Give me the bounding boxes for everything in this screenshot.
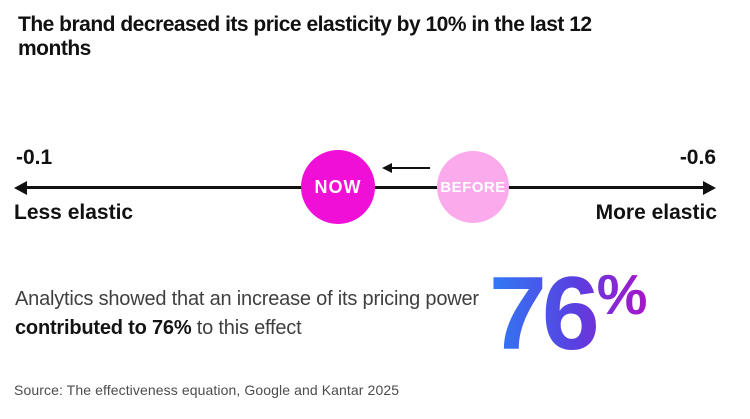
key-stat-number: 76 xyxy=(489,256,595,372)
key-stat-76-percent: 76% xyxy=(489,262,647,366)
axis-label-more-elastic: More elastic xyxy=(595,201,717,224)
body-paragraph: Analytics showed that an increase of its… xyxy=(15,285,535,343)
body-text-bold: contributed to 76% xyxy=(15,317,192,339)
axis-label-less-elastic: Less elastic xyxy=(14,201,134,224)
axis-arrow-left-icon xyxy=(14,180,27,195)
axis-value-right: -0.6 xyxy=(679,146,716,169)
marker-now: NOW xyxy=(301,150,375,224)
body-text-pre: Analytics showed that an increase of its… xyxy=(15,288,479,310)
shift-arrow-line xyxy=(391,167,430,169)
marker-before-label: BEFORE xyxy=(440,178,506,196)
key-stat-percent-sign: % xyxy=(596,263,648,327)
axis-arrow-right-icon xyxy=(703,180,716,195)
marker-now-label: NOW xyxy=(314,176,362,197)
page-title: The brand decreased its price elasticity… xyxy=(18,13,592,60)
axis-value-left: -0.1 xyxy=(16,146,53,169)
source-attribution: Source: The effectiveness equation, Goog… xyxy=(14,382,400,398)
marker-before: BEFORE xyxy=(437,151,509,223)
body-text-post: to this effect xyxy=(191,317,302,339)
shift-arrow-left-icon xyxy=(382,163,392,173)
